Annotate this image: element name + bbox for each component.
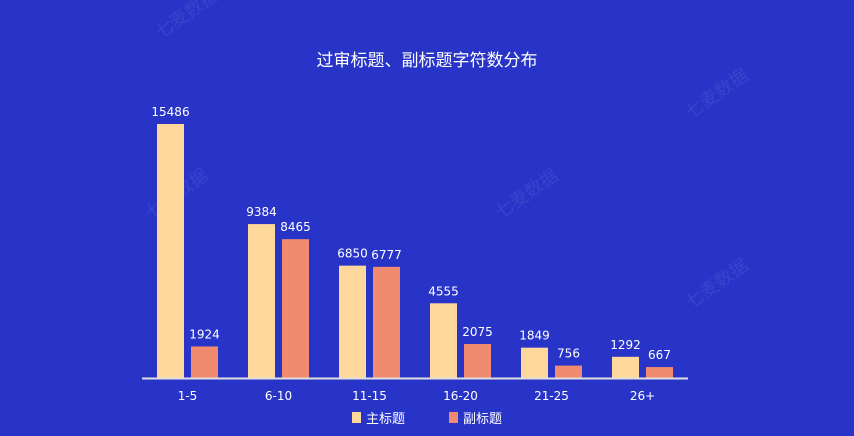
bar: [248, 224, 275, 378]
bar: [157, 124, 184, 378]
bar: [430, 303, 457, 378]
bar: [339, 265, 366, 378]
data-label: 9384: [246, 205, 277, 219]
data-label: 8465: [280, 220, 311, 234]
data-label: 6777: [371, 248, 402, 262]
legend-item-main-title[interactable]: 主标题: [351, 408, 405, 427]
legend: 主标题 副标题: [0, 408, 854, 427]
data-label: 1849: [519, 329, 550, 343]
data-label: 1292: [610, 338, 641, 352]
bar: [191, 346, 218, 378]
legend-label: 副标题: [463, 412, 503, 427]
x-tick-label: 26+: [630, 389, 655, 403]
x-tick-label: 11-15: [352, 389, 387, 403]
data-label: 756: [557, 347, 580, 361]
legend-swatch: [449, 412, 458, 423]
data-label: 2075: [462, 325, 493, 339]
data-label: 6850: [337, 247, 368, 261]
bar: [282, 239, 309, 378]
x-tick-label: 16-20: [443, 389, 478, 403]
bar: [612, 356, 639, 378]
legend-label: 主标题: [365, 412, 405, 427]
x-tick-label: 21-25: [534, 389, 569, 403]
data-label: 1924: [189, 327, 220, 341]
chart-title: 过审标题、副标题字符数分布: [316, 51, 538, 71]
bar: [555, 365, 582, 378]
x-tick-label: 6-10: [265, 389, 292, 403]
bar: [464, 343, 491, 378]
legend-swatch: [351, 412, 361, 423]
legend-item-subtitle[interactable]: 副标题: [449, 408, 502, 427]
x-tick-label: 1-5: [178, 389, 198, 403]
bar: [521, 347, 548, 378]
bar: [373, 266, 400, 378]
data-label: 4555: [428, 284, 459, 298]
data-label: 15486: [151, 105, 189, 119]
bar: [646, 367, 673, 378]
data-label: 667: [648, 348, 671, 362]
